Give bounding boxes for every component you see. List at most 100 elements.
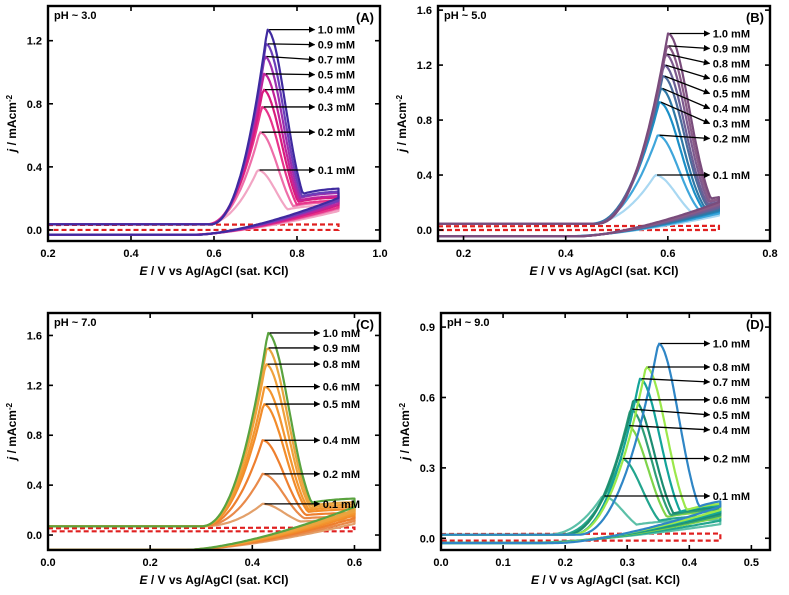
y-tick-label: 0.0: [420, 533, 435, 545]
ph-label: pH ~ 3.0: [54, 10, 97, 22]
series-line-0.8mM: [441, 367, 720, 543]
y-tick-label: 1.2: [417, 60, 432, 72]
x-tick-label: 0.3: [620, 557, 635, 569]
plot-area: [441, 344, 720, 543]
panel-letter: (A): [356, 10, 374, 25]
concentration-label: 0.2 mM: [713, 453, 750, 465]
x-tick-label: 0.4: [123, 248, 139, 260]
x-tick-label: 0.1: [495, 557, 510, 569]
panel-a: 0.2 0.4 0.6 0.8 1.0 0.0 0.4 0.8 1.2 pH ~ 3.0 (A) E …: [5, 6, 388, 278]
concentration-label: 0.2 mM: [323, 469, 360, 481]
concentration-label: 0.8 mM: [713, 58, 750, 70]
series-line-0.5mM: [438, 76, 719, 236]
concentration-label: 0.5 mM: [323, 399, 360, 411]
y-tick-label: 0.8: [417, 115, 432, 127]
concentration-label: 1.0 mM: [713, 339, 750, 351]
y-tick-label: 0.8: [27, 99, 42, 111]
series-line-0.6mM: [438, 65, 719, 236]
x-tick-label: 0.0: [433, 557, 448, 569]
concentration-label: 1.0 mM: [318, 25, 355, 37]
y-tick-label: 0.6: [420, 392, 435, 404]
x-axis-label: E / V vs Ag/AgCl (sat. KCl): [530, 264, 679, 278]
panel-d: 0.0 0.1 0.2 0.3 0.4 0.5 0.0 0.3 0.6 0.9 pH ~ 9.0 (D…: [398, 313, 771, 587]
series-line-0.5mM: [48, 74, 339, 235]
x-tick-label: 0.5: [744, 557, 759, 569]
y-axis-label-text: j / mAcm-2: [5, 402, 20, 462]
y-tick-label: 1.2: [27, 380, 42, 392]
series-line-0.9mM: [48, 349, 355, 551]
concentration-label: 0.7 mM: [318, 55, 355, 67]
y-axis-label: j / mAcm-2: [398, 402, 413, 462]
concentration-label: 0.2 mM: [713, 133, 750, 145]
panel-letter: (D): [746, 317, 764, 332]
concentration-label: 0.1 mM: [323, 499, 360, 511]
y-axis-label: j / mAcm-2: [395, 94, 410, 154]
concentration-label: 1.0 mM: [323, 328, 360, 340]
y-tick-label: 0.4: [417, 170, 433, 182]
y-tick-label: 1.2: [27, 36, 42, 48]
concentration-label: 0.8 mM: [323, 359, 360, 371]
y-tick-label: 0.3: [420, 463, 435, 475]
concentration-label: 0.4 mM: [323, 435, 360, 447]
x-tick-label: 1.0: [372, 248, 387, 260]
y-tick-label: 1.6: [417, 5, 432, 17]
concentration-label: 1.0 mM: [713, 28, 750, 40]
y-axis-label-text: j / mAcm-2: [5, 94, 20, 154]
y-tick-label: 0.9: [420, 322, 435, 334]
y-tick-label: 0.4: [27, 162, 43, 174]
x-tick-label: 0.8: [289, 248, 304, 260]
x-tick-label: 0.4: [245, 557, 261, 569]
ph-label: pH ~ 9.0: [447, 317, 490, 329]
annotation-arrow: [667, 54, 709, 63]
panel-letter: (B): [746, 10, 764, 25]
x-tick-label: 0.4: [682, 557, 698, 569]
concentration-label: 0.1 mM: [318, 165, 355, 177]
x-tick-label: 0.6: [660, 248, 675, 260]
y-tick-label: 0.8: [27, 430, 42, 442]
ph-label: pH ~ 7.0: [54, 317, 97, 329]
x-tick-label: 0.8: [762, 248, 777, 260]
y-axis-label-text: j / mAcm-2: [395, 94, 410, 154]
concentration-label: 0.4 mM: [713, 103, 750, 115]
y-tick-label: 0.0: [27, 530, 42, 542]
x-tick-label: 0.2: [143, 557, 158, 569]
plot-area: [438, 34, 719, 237]
concentration-label: 0.3 mM: [318, 102, 355, 114]
plot-area: [48, 333, 355, 550]
concentration-label: 0.6 mM: [323, 382, 360, 394]
x-tick-label: 0.0: [40, 557, 55, 569]
x-tick-label: 0.6: [347, 557, 362, 569]
concentration-label: 0.9 mM: [323, 343, 360, 355]
concentration-label: 0.4 mM: [318, 85, 355, 97]
ph-label: pH ~ 5.0: [444, 10, 487, 22]
x-axis-label: E / V vs Ag/AgCl (sat. KCl): [140, 264, 289, 278]
x-tick-label: 0.2: [40, 248, 55, 260]
concentration-label: 0.3 mM: [713, 118, 750, 130]
series-line-0.8mM: [438, 54, 719, 236]
concentration-label: 0.8 mM: [713, 362, 750, 374]
x-tick-label: 0.4: [558, 248, 574, 260]
concentration-label: 0.9 mM: [318, 40, 355, 52]
y-axis-label: j / mAcm-2: [5, 402, 20, 462]
y-tick-label: 0.0: [27, 225, 42, 237]
concentration-label: 0.5 mM: [713, 88, 750, 100]
y-axis-label-text: j / mAcm-2: [398, 402, 413, 462]
x-tick-label: 0.2: [558, 557, 573, 569]
concentration-label: 0.6 mM: [713, 395, 750, 407]
concentration-label: 0.4 mM: [713, 425, 750, 437]
blank-trace-line: [438, 226, 719, 230]
x-tick-label: 0.6: [206, 248, 221, 260]
concentration-label: 0.1 mM: [713, 170, 750, 182]
x-axis-label: E / V vs Ag/AgCl (sat. KCl): [140, 573, 289, 587]
concentration-label: 0.9 mM: [713, 43, 750, 55]
annotation-arrow: [266, 74, 315, 75]
concentration-label: 0.2 mM: [318, 127, 355, 139]
y-tick-label: 0.0: [417, 225, 432, 237]
concentration-label: 0.5 mM: [318, 70, 355, 82]
concentration-label: 0.5 mM: [713, 410, 750, 422]
annotation-arrow: [268, 44, 315, 45]
